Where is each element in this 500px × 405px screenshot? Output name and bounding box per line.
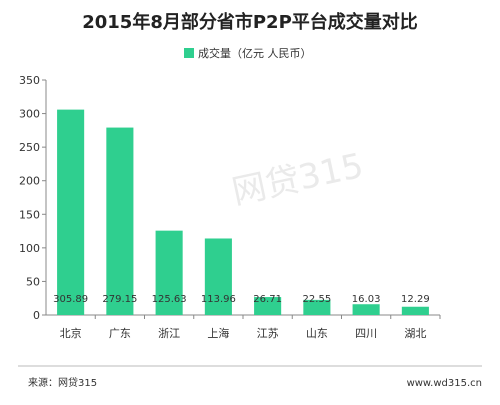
bar-series	[57, 109, 429, 316]
x-tick-label: 湖北	[404, 327, 426, 340]
y-tick-label: 100	[19, 242, 40, 255]
data-label: 12.29	[401, 294, 430, 305]
y-axis: 0 50 100 150 200 250 300 350	[19, 74, 47, 322]
x-tick-label: 山东	[306, 327, 328, 340]
x-tick-label: 浙江	[158, 327, 180, 340]
data-labels: 305.89 279.15 125.63 113.96 26.71 22.55 16.03 1…	[53, 294, 430, 305]
y-tick-label: 150	[19, 208, 40, 221]
bar	[106, 127, 134, 316]
data-label: 26.71	[253, 294, 282, 305]
footer-source: 来源：网贷315	[28, 376, 97, 389]
legend: 成交量（亿元 人民币）	[184, 46, 312, 60]
bar	[254, 297, 282, 315]
bar	[57, 109, 85, 315]
x-tick-label: 上海	[207, 326, 229, 340]
footer-url: www.wd315.cn	[407, 378, 482, 389]
y-tick-label: 300	[19, 108, 40, 121]
watermark-text: 网贷315	[229, 146, 367, 213]
y-tick-label: 200	[19, 175, 40, 188]
x-tick-label: 北京	[60, 326, 82, 340]
x-tick-label: 四川	[355, 327, 377, 340]
data-label: 125.63	[152, 294, 187, 305]
bar	[204, 238, 232, 315]
data-label: 113.96	[201, 294, 236, 305]
data-label: 22.55	[303, 294, 332, 305]
legend-swatch	[184, 48, 194, 58]
bar	[155, 230, 183, 315]
data-label: 305.89	[53, 294, 88, 305]
y-tick-label: 350	[19, 74, 40, 87]
bar	[401, 306, 429, 315]
legend-label: 成交量（亿元 人民币）	[198, 46, 312, 60]
data-label: 16.03	[352, 294, 381, 305]
chart-title: 2015年8月部分省市P2P平台成交量对比	[82, 11, 418, 33]
x-tick-label: 江苏	[257, 327, 279, 340]
data-label: 279.15	[102, 294, 137, 305]
x-tick-label: 广东	[109, 327, 131, 340]
y-tick-label: 50	[26, 275, 40, 288]
bar	[303, 299, 331, 315]
y-tick-label: 0	[33, 309, 40, 322]
bar	[352, 304, 380, 315]
y-tick-label: 250	[19, 141, 40, 154]
x-axis: 北京 广东 浙江 上海 江苏 山东 四川 湖北	[46, 314, 441, 340]
